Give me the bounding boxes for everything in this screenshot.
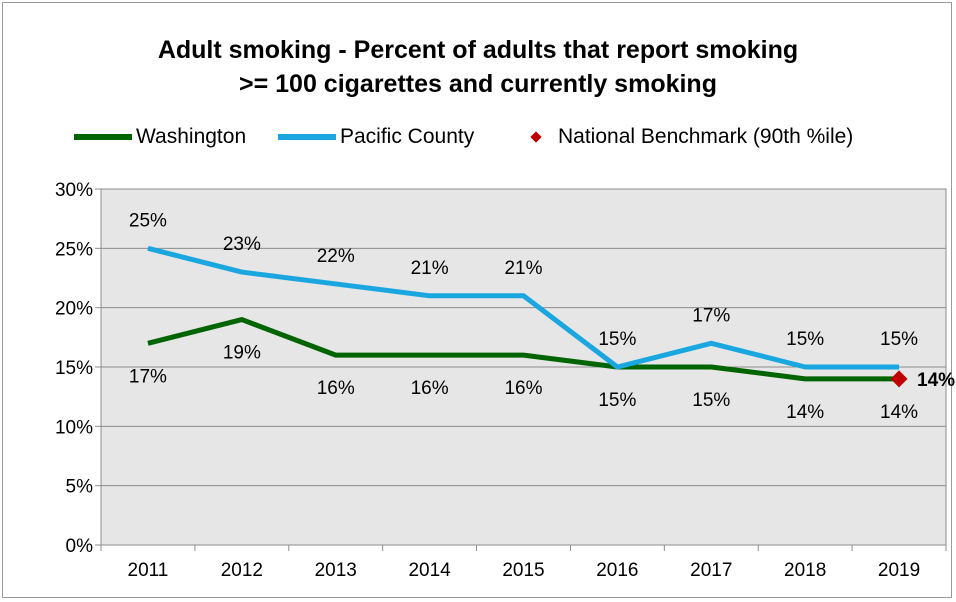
y-tick-label: 5% [66,477,94,498]
data-label-pacific-county: 15% [598,329,636,350]
y-tick-label: 15% [55,358,93,379]
data-label-washington: 16% [317,378,355,399]
series-line-washington [147,317,900,382]
legend-label-pacific-county: Pacific County [340,125,475,148]
y-tick-label: 20% [55,299,93,320]
data-label-pacific-county: 15% [880,329,918,350]
series-line-pacific-county [147,245,900,370]
data-label-pacific-county: 17% [692,305,730,326]
data-label-pacific-county: 15% [786,329,824,350]
y-tick-label: 25% [55,239,93,260]
data-label-washington: 14% [880,402,918,423]
x-tick-label: 2019 [878,560,920,581]
data-label-pacific-county: 22% [317,246,355,267]
data-label-pacific-county: 21% [411,258,449,279]
x-tick-label: 2011 [128,560,169,581]
legend-swatch-pacific-county [278,134,336,140]
data-label-pacific-county: 23% [223,234,261,255]
data-label-pacific-county: 21% [504,258,542,279]
chart-legend: Washington Pacific County National Bench… [0,122,956,152]
x-tick-label: 2015 [502,560,544,581]
data-label-washington: 15% [598,390,636,411]
legend-label-washington: Washington [136,125,247,148]
x-tick-label: 2018 [784,560,826,581]
data-label-washington: 19% [223,343,261,364]
data-label-pacific-county: 25% [129,210,167,231]
x-tick-label: 2014 [408,560,451,581]
legend-label-benchmark: National Benchmark (90th %ile) [558,125,854,148]
benchmark-marker [890,370,908,388]
legend-item-pacific-county: Pacific County [278,122,474,152]
x-tick-label: 2017 [690,560,732,581]
data-label-washington: 17% [129,366,167,387]
chart-title-block: Adult smoking - Percent of adults that r… [0,33,956,101]
y-tick-label: 0% [66,536,94,557]
chart-title: Adult smoking - Percent of adults that r… [157,36,799,64]
legend-item-washington: Washington [74,122,246,152]
y-tick-label: 30% [55,180,93,201]
data-label-washington: 15% [692,390,730,411]
benchmark-label: 14% [917,370,955,391]
data-label-washington: 14% [786,402,824,423]
x-tick-label: 2013 [315,560,357,581]
data-label-washington: 16% [504,378,542,399]
x-tick-label: 2016 [596,560,638,581]
legend-swatch-washington [74,134,132,140]
x-tick-label: 2012 [221,560,263,581]
legend-item-benchmark: National Benchmark (90th %ile) [524,122,853,152]
data-label-washington: 16% [411,378,449,399]
chart-subtitle: >= 100 cigarettes and currently smoking [239,70,717,98]
y-tick-label: 10% [55,417,93,438]
